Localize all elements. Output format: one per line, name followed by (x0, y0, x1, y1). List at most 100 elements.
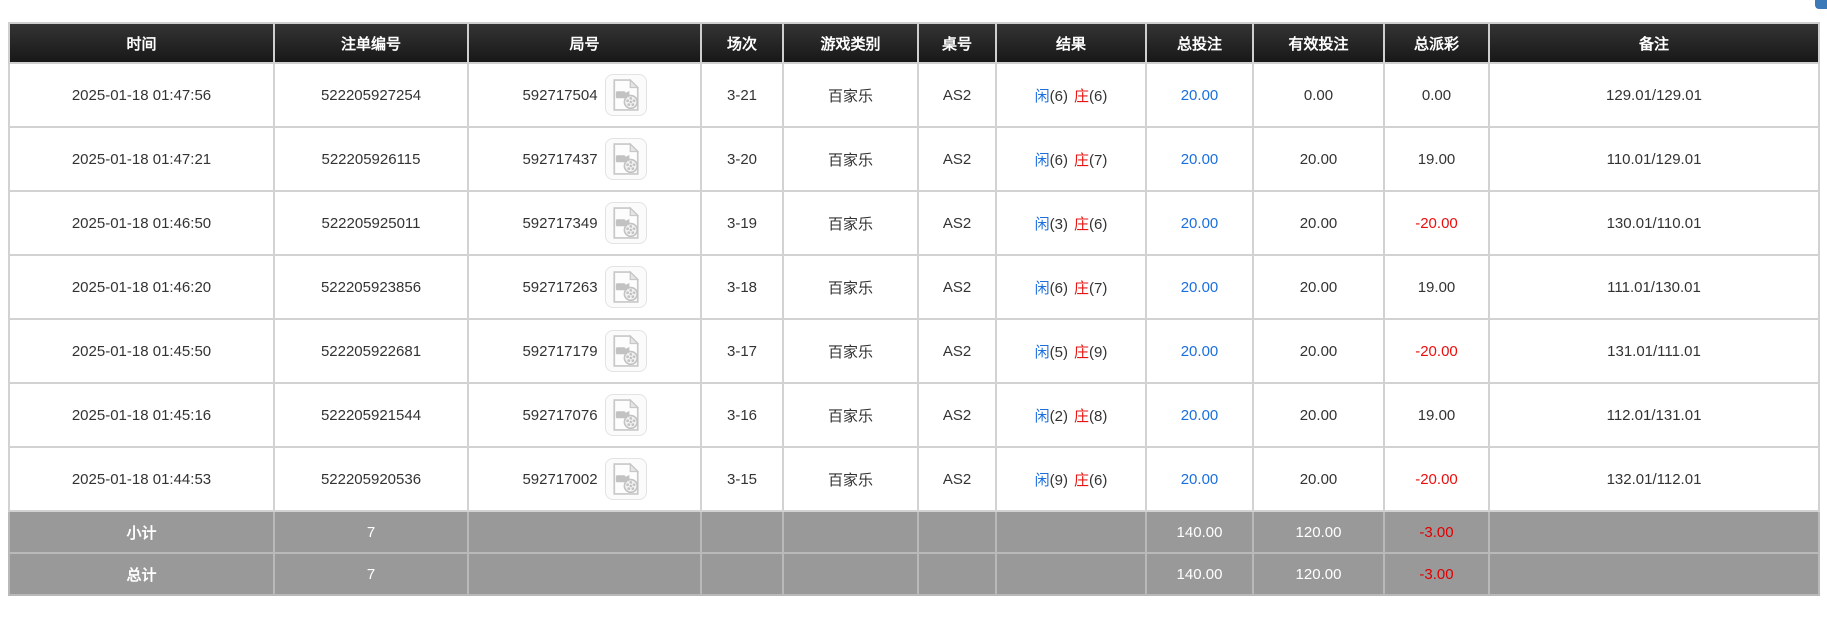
summary-empty-cell (782, 510, 919, 554)
summary-empty-cell (917, 552, 997, 596)
round-wrap: 592717002 (470, 458, 699, 500)
time-cell: 2025-01-18 01:46:50 (8, 190, 275, 256)
video-replay-button[interactable] (604, 202, 647, 244)
summary-empty-cell (700, 552, 784, 596)
summary-empty-cell (467, 552, 702, 596)
valid-bet-cell: 0.00 (1252, 62, 1385, 128)
result-player-label: 闲 (1034, 407, 1050, 425)
result-banker-score: (7) (1089, 279, 1108, 297)
game-type-cell: 百家乐 (782, 318, 919, 384)
grand-total-count: 7 (273, 552, 469, 596)
table-row: 2025-01-18 01:47:21 522205926115 5927174… (8, 126, 1820, 192)
video-file-icon (612, 271, 639, 303)
session-cell: 3-19 (700, 190, 784, 256)
video-file-icon (612, 79, 639, 111)
session-cell: 3-16 (700, 382, 784, 448)
video-file-icon (612, 143, 639, 175)
column-header-total-payout: 总派彩 (1383, 22, 1490, 64)
round-number: 592717263 (522, 278, 598, 296)
summary-empty-cell (467, 510, 702, 554)
bet-id-cell: 522205925011 (273, 190, 469, 256)
total-bet-cell[interactable]: 20.00 (1145, 190, 1254, 256)
total-bet-cell[interactable]: 20.00 (1145, 446, 1254, 512)
total-payout-cell: -20.00 (1383, 318, 1490, 384)
round-cell: 592717179 (467, 318, 702, 384)
summary-empty-cell (782, 552, 919, 596)
video-replay-button[interactable] (604, 330, 647, 372)
total-bet-amount[interactable]: 20.00 (1180, 86, 1219, 104)
result-banker-label: 庄 (1074, 279, 1090, 297)
time-cell: 2025-01-18 01:44:53 (8, 446, 275, 512)
grand-total-total-payout: -3.00 (1383, 552, 1490, 596)
total-bet-cell[interactable]: 20.00 (1145, 382, 1254, 448)
video-replay-button[interactable] (604, 138, 647, 180)
total-bet-amount[interactable]: 20.00 (1180, 470, 1219, 488)
video-replay-button[interactable] (604, 458, 647, 500)
table-row: 2025-01-18 01:46:50 522205925011 5927173… (8, 190, 1820, 256)
session-cell: 3-18 (700, 254, 784, 320)
total-payout-cell: -20.00 (1383, 190, 1490, 256)
valid-bet-cell: 20.00 (1252, 126, 1385, 192)
result-player-label: 闲 (1034, 215, 1050, 233)
result-player-label: 闲 (1034, 151, 1050, 169)
round-wrap: 592717179 (470, 330, 699, 372)
total-bet-amount[interactable]: 20.00 (1180, 214, 1219, 232)
round-number: 592717349 (522, 214, 598, 232)
game-type-cell: 百家乐 (782, 62, 919, 128)
column-header-total-bet: 总投注 (1145, 22, 1254, 64)
round-wrap: 592717349 (470, 202, 699, 244)
round-number: 592717076 (522, 406, 598, 424)
total-bet-amount[interactable]: 20.00 (1180, 342, 1219, 360)
result-player-score: (9) (1049, 471, 1068, 489)
total-bet-cell[interactable]: 20.00 (1145, 254, 1254, 320)
video-replay-button[interactable] (604, 74, 647, 116)
column-header-remark: 备注 (1488, 22, 1820, 64)
result-banker-score: (7) (1089, 151, 1108, 169)
valid-bet-cell: 20.00 (1252, 254, 1385, 320)
result-banker-label: 庄 (1074, 215, 1090, 233)
round-wrap: 592717504 (470, 74, 699, 116)
round-cell: 592717437 (467, 126, 702, 192)
result-cell: 闲(6) 庄(6) (995, 62, 1147, 128)
game-type-cell: 百家乐 (782, 190, 919, 256)
table-row: 2025-01-18 01:47:56 522205927254 5927175… (8, 62, 1820, 128)
table-header: 时间 注单编号 局号 场次 游戏类别 桌号 结果 总投注 有效投注 总派彩 备注 (8, 22, 1820, 64)
round-cell: 592717263 (467, 254, 702, 320)
total-bet-amount[interactable]: 20.00 (1180, 278, 1219, 296)
session-cell: 3-17 (700, 318, 784, 384)
total-bet-cell[interactable]: 20.00 (1145, 318, 1254, 384)
valid-bet-cell: 20.00 (1252, 446, 1385, 512)
result-player-label: 闲 (1034, 279, 1050, 297)
column-header-result: 结果 (995, 22, 1147, 64)
table-row: 2025-01-18 01:46:20 522205923856 5927172… (8, 254, 1820, 320)
summary-empty-cell (1488, 510, 1820, 554)
total-bet-amount[interactable]: 20.00 (1180, 406, 1219, 424)
remark-cell: 130.01/110.01 (1488, 190, 1820, 256)
remark-cell: 132.01/112.01 (1488, 446, 1820, 512)
subtotal-total-payout: -3.00 (1383, 510, 1490, 554)
game-type-cell: 百家乐 (782, 126, 919, 192)
table-no-cell: AS2 (917, 126, 997, 192)
column-header-session: 场次 (700, 22, 784, 64)
subtotal-row: 小计 7 140.00 120.00 -3.00 (8, 510, 1820, 554)
total-bet-amount[interactable]: 20.00 (1180, 150, 1219, 168)
result-banker-score: (9) (1089, 343, 1108, 361)
video-file-icon (612, 207, 639, 239)
bet-id-cell: 522205927254 (273, 62, 469, 128)
total-bet-cell[interactable]: 20.00 (1145, 126, 1254, 192)
table-row: 2025-01-18 01:44:53 522205920536 5927170… (8, 446, 1820, 512)
round-wrap: 592717076 (470, 394, 699, 436)
table-row: 2025-01-18 01:45:50 522205922681 5927171… (8, 318, 1820, 384)
column-header-table-no: 桌号 (917, 22, 997, 64)
video-replay-button[interactable] (604, 394, 647, 436)
video-replay-button[interactable] (604, 266, 647, 308)
subtotal-total-bet: 140.00 (1145, 510, 1254, 554)
valid-bet-cell: 20.00 (1252, 382, 1385, 448)
table-row: 2025-01-18 01:45:16 522205921544 5927170… (8, 382, 1820, 448)
remark-cell: 111.01/130.01 (1488, 254, 1820, 320)
grand-total-row: 总计 7 140.00 120.00 -3.00 (8, 552, 1820, 596)
corner-accent-button[interactable] (1815, 0, 1827, 9)
total-bet-cell[interactable]: 20.00 (1145, 62, 1254, 128)
summary-empty-cell (995, 552, 1147, 596)
